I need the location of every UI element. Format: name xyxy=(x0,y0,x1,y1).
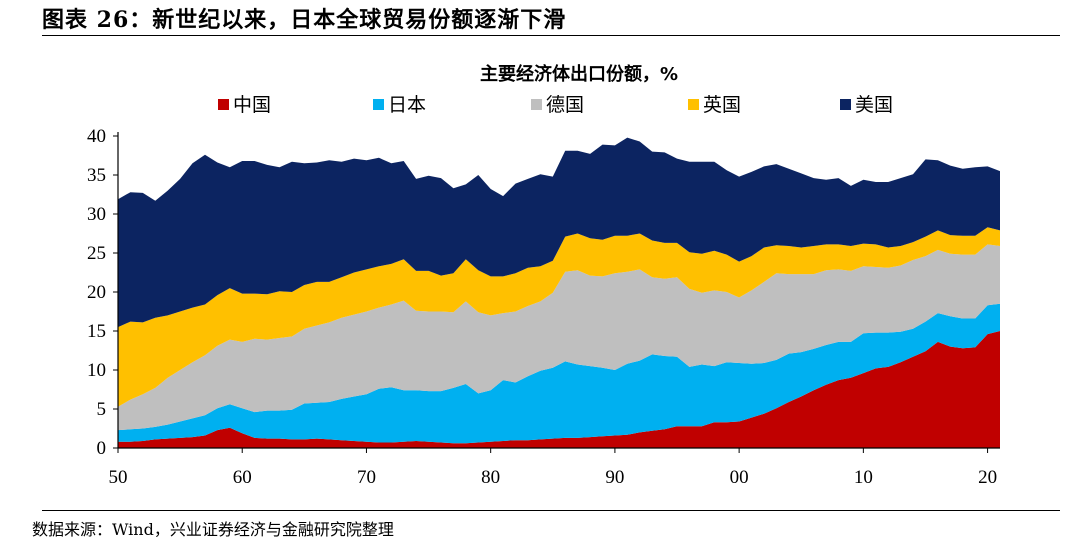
source-rule xyxy=(42,510,1060,511)
x-tick-label: 80 xyxy=(481,467,500,488)
legend-swatch-2 xyxy=(531,99,542,110)
area-series-0 xyxy=(118,331,1000,448)
legend: 中国 日本 德国 英国 美国 xyxy=(218,94,893,116)
x-tick-label: 00 xyxy=(730,467,749,488)
y-tick-label: 25 xyxy=(87,243,106,264)
source-note: 数据来源：Wind，兴业证券经济与金融研究院整理 xyxy=(32,520,394,539)
x-tick-label: 70 xyxy=(357,467,376,488)
legend-label-4: 美国 xyxy=(855,94,893,116)
chart-title: 主要经济体出口份额，% xyxy=(480,63,678,85)
legend-swatch-3 xyxy=(688,99,699,110)
y-tick-label: 20 xyxy=(87,282,106,303)
legend-swatch-0 xyxy=(218,99,229,110)
figure-title: 图表 26：新世纪以来，日本全球贸易份额逐渐下滑 xyxy=(42,7,567,33)
x-tick-label: 60 xyxy=(233,467,252,488)
y-tick-label: 10 xyxy=(87,360,106,381)
legend-label-2: 德国 xyxy=(546,94,584,116)
area-series-3 xyxy=(118,227,1000,407)
area-series-4 xyxy=(118,137,1000,328)
x-tick-label: 10 xyxy=(854,467,873,488)
x-tick-label: 90 xyxy=(605,467,624,488)
y-tick-label: 35 xyxy=(87,165,106,186)
axes: 0 5 10 15 20 25 30 35 40 50 60 70 80 90 00 10 20 xyxy=(87,126,1000,488)
area-series-2 xyxy=(118,244,1000,431)
y-tick-label: 15 xyxy=(87,321,106,342)
area-series-1 xyxy=(118,303,1000,444)
title-rule xyxy=(42,35,1060,36)
y-tick-label: 40 xyxy=(87,126,106,147)
x-tick-label: 20 xyxy=(978,467,997,488)
legend-label-3: 英国 xyxy=(703,94,741,116)
legend-swatch-4 xyxy=(840,99,851,110)
y-tick-label: 30 xyxy=(87,204,106,225)
x-tick-label: 50 xyxy=(109,467,128,488)
y-tick-label: 5 xyxy=(97,399,107,420)
y-tick-label: 0 xyxy=(97,438,107,459)
legend-label-0: 中国 xyxy=(233,94,271,116)
area-series-group xyxy=(118,137,1000,448)
legend-swatch-1 xyxy=(373,99,384,110)
legend-label-1: 日本 xyxy=(388,94,426,116)
